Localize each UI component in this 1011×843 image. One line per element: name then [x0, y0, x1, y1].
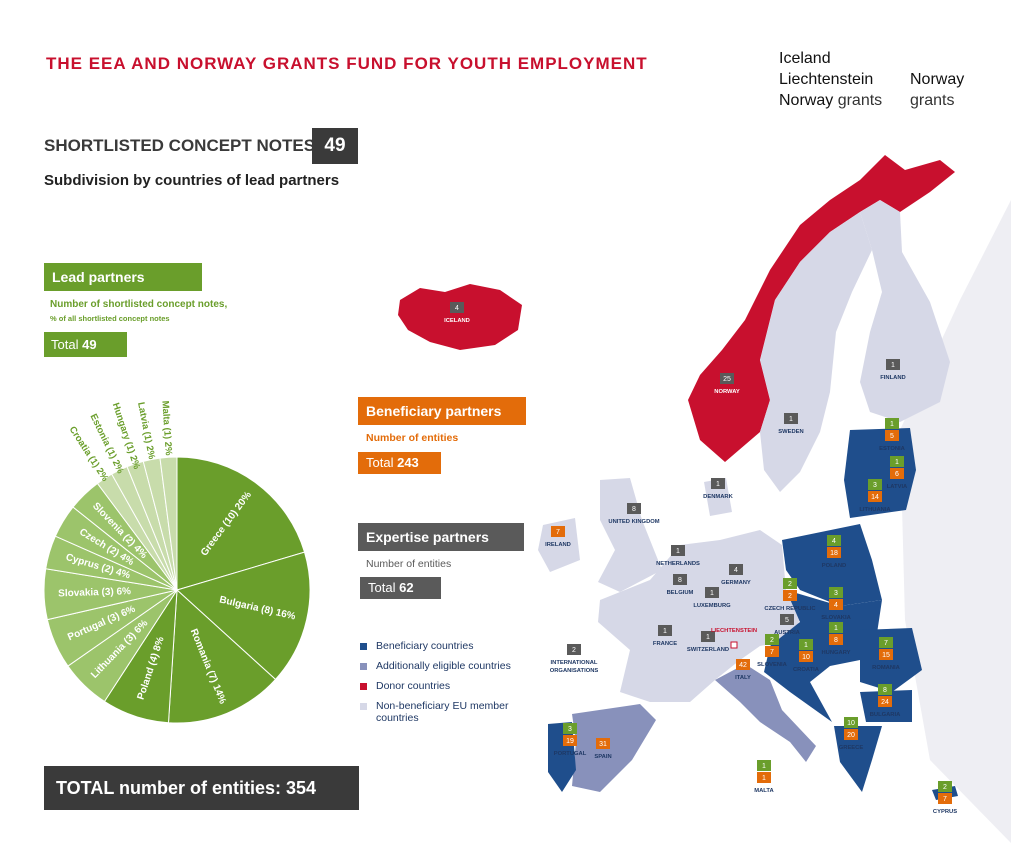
- legend-swatch: [360, 643, 367, 650]
- logo-text: Norway: [910, 71, 965, 88]
- total-label: Total: [366, 455, 394, 470]
- total-label: Total: [368, 580, 396, 595]
- beneficiary-total: Total 243: [358, 452, 441, 474]
- logo-text: Iceland: [779, 50, 831, 67]
- summary-heading: SHORTLISTED CONCEPT NOTES: [44, 136, 316, 155]
- legend-label: Beneficiary countries: [376, 640, 474, 652]
- pie-slice: [176, 456, 306, 591]
- total-value: 243: [397, 455, 419, 470]
- beneficiary-description: Number of entities: [366, 432, 459, 444]
- legend-item: Non-beneficiary EU member countries: [360, 700, 540, 724]
- logo-left: Iceland Liechtenstein Norway grants: [779, 48, 882, 111]
- legend-label: Non-beneficiary EU member countries: [376, 700, 509, 724]
- legend-item: Additionally eligible countries: [360, 660, 540, 672]
- total-value: 49: [82, 337, 97, 352]
- summary-count: 49: [312, 128, 358, 164]
- grand-total: TOTAL number of entities: 354: [44, 766, 359, 810]
- logo-text: grants: [910, 92, 955, 109]
- lead-description: % of all shortlisted concept notes: [50, 314, 170, 323]
- slice-label: Slovakia (3) 6%: [58, 586, 131, 599]
- total-label: Total: [51, 337, 79, 352]
- expertise-total: Total 62: [360, 577, 441, 599]
- slice-label: Latvia (1) 2%: [135, 401, 157, 461]
- legend-label: Donor countries: [376, 680, 451, 692]
- logo-text: grants: [837, 92, 883, 109]
- grand-total-label: TOTAL number of entities:: [56, 778, 282, 798]
- beneficiary-title: Beneficiary partners: [358, 397, 526, 425]
- legend-swatch: [360, 663, 367, 670]
- expertise-title: Expertise partners: [358, 523, 524, 551]
- lead-description: Number of shortlisted concept notes,: [50, 299, 228, 310]
- logo-text: Norway grants: [779, 90, 882, 111]
- page-title: THE EEA AND NORWAY GRANTS FUND FOR YOUTH…: [46, 54, 648, 73]
- pie-slice: [167, 588, 277, 724]
- slice-label: Malta (1) 2%: [159, 400, 174, 456]
- lead-total: Total 49: [44, 332, 127, 357]
- expertise-description: Number of entities: [366, 558, 452, 570]
- logo-text: Liechtenstein: [779, 71, 874, 88]
- legend-label: Additionally eligible countries: [376, 660, 511, 672]
- logo-right: Norway grants: [910, 69, 964, 111]
- summary-subtitle: Subdivision by countries of lead partner…: [44, 172, 340, 189]
- legend: Beneficiary countries Additionally eligib…: [360, 640, 540, 732]
- legend-swatch: [360, 703, 367, 710]
- legend-item: Beneficiary countries: [360, 640, 540, 652]
- total-value: 62: [399, 580, 414, 595]
- grand-total-value: 354: [286, 778, 317, 798]
- pie-slice: [176, 551, 311, 681]
- legend-item: Donor countries: [360, 680, 540, 692]
- lead-title: Lead partners: [44, 263, 202, 291]
- logo-text: Norway: [779, 92, 834, 109]
- legend-swatch: [360, 683, 367, 690]
- pie-slice: [159, 456, 178, 591]
